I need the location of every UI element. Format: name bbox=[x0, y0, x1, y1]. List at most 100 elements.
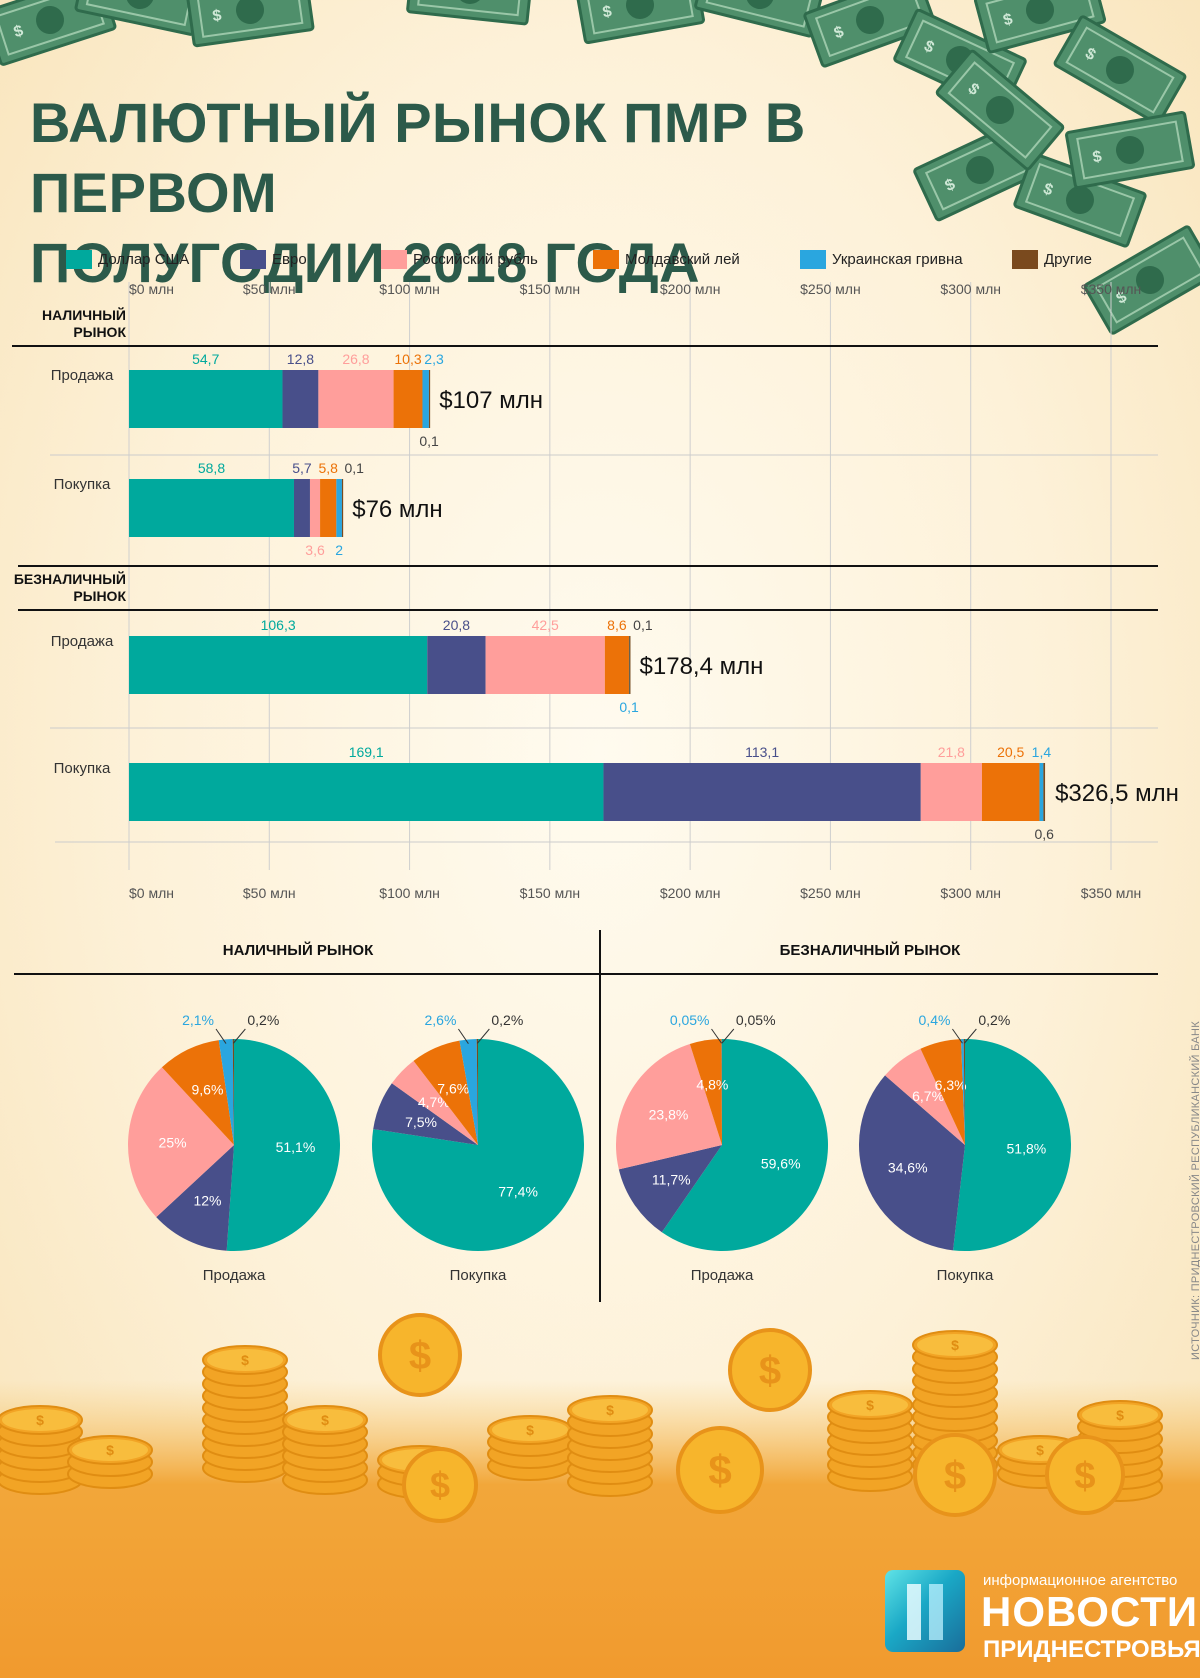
pie-leader-line bbox=[711, 1028, 722, 1044]
pie-value-label: 59,6% bbox=[761, 1155, 801, 1171]
banknote-seal bbox=[1026, 0, 1054, 24]
dollar-glyph: $ bbox=[241, 1352, 249, 1368]
legend-swatch bbox=[800, 250, 826, 269]
banknote-seal bbox=[126, 0, 154, 9]
dollar-glyph: $ bbox=[601, 3, 613, 21]
bar-segment bbox=[318, 370, 394, 428]
bar-segment bbox=[341, 479, 344, 537]
banknote-seal bbox=[1136, 266, 1164, 294]
banknote-frame bbox=[586, 0, 694, 35]
x-tick-label-bottom: $150 млн bbox=[520, 885, 581, 901]
legend-label: Евро bbox=[272, 251, 307, 268]
bar-value-label: 20,8 bbox=[443, 617, 470, 633]
pie-slice bbox=[618, 1145, 722, 1233]
pie-value-label: 0,05% bbox=[736, 1012, 776, 1028]
banknote-icon: $ bbox=[973, 0, 1107, 54]
bar-segment bbox=[485, 636, 605, 694]
pie-value-label: 12% bbox=[193, 1192, 221, 1208]
pie-slice bbox=[920, 1039, 965, 1145]
dollar-glyph: $ bbox=[409, 1334, 431, 1378]
bar-value-label: 2,3 bbox=[424, 351, 444, 367]
coin-icon bbox=[378, 1313, 462, 1397]
bar-value-label: 3,6 bbox=[305, 542, 325, 558]
pie-slice bbox=[226, 1039, 340, 1251]
banknote-seal bbox=[1106, 56, 1134, 84]
banknote-frame bbox=[1076, 120, 1184, 180]
pie-slice bbox=[689, 1039, 722, 1145]
x-tick-label-top: $200 млн bbox=[660, 281, 721, 297]
banknote-frame bbox=[985, 0, 1095, 44]
bar-segment bbox=[129, 370, 283, 428]
pie-label: Продажа bbox=[691, 1267, 754, 1284]
chart-legend: Доллар США Евро Российский рубль Молдавский… bbox=[0, 250, 1200, 276]
pie-value-label: 34,6% bbox=[888, 1159, 928, 1175]
row-label: Покупка bbox=[54, 760, 111, 777]
pie-value-label: 0,2% bbox=[491, 1012, 523, 1028]
legend-item: Украинская гривна bbox=[800, 250, 963, 269]
pie-section-title-cash: НАЛИЧНЫЙ РЫНОК bbox=[222, 942, 374, 959]
coin-stack-top bbox=[572, 1399, 648, 1421]
bar-value-label: 42,5 bbox=[532, 617, 559, 633]
legend-swatch bbox=[381, 250, 407, 269]
bar-segment bbox=[293, 479, 310, 537]
bar-value-label: 5,7 bbox=[292, 460, 312, 476]
dollar-glyph: $ bbox=[211, 7, 222, 25]
pie-value-label: 7,6% bbox=[437, 1081, 469, 1097]
pie-slice bbox=[161, 1040, 234, 1145]
banknote-frame bbox=[947, 61, 1053, 159]
legend-swatch bbox=[240, 250, 266, 269]
pie-label: Покупка bbox=[937, 1267, 994, 1284]
pie-slice bbox=[953, 1039, 1072, 1251]
bar-value-label: 8,6 bbox=[607, 617, 627, 633]
bar-value-label: 113,1 bbox=[745, 744, 779, 760]
coin-stack-top bbox=[1082, 1404, 1158, 1426]
bar-value-label: 0,1 bbox=[633, 617, 653, 633]
pie-slice bbox=[156, 1145, 234, 1251]
page-title-line-1: ВАЛЮТНЫЙ РЫНОК ПМР В ПЕРВОМ bbox=[30, 91, 806, 224]
legend-item: Российский рубль bbox=[381, 250, 538, 269]
pie-leader-line bbox=[215, 1028, 227, 1044]
pie-slice bbox=[459, 1039, 478, 1145]
bar-segment bbox=[309, 479, 321, 537]
agency-logo: информационное агентство НОВОСТИ ПРИДНЕС… bbox=[885, 1540, 1200, 1665]
bar-segment bbox=[427, 636, 486, 694]
pie-leader-line bbox=[952, 1028, 963, 1044]
bar-value-label: 0,1 bbox=[619, 699, 639, 715]
banknote-seal bbox=[1066, 186, 1094, 214]
pie-value-label: 4,8% bbox=[696, 1076, 728, 1092]
legend-label: Украинская гривна bbox=[832, 251, 963, 268]
dollar-glyph: $ bbox=[1091, 148, 1103, 166]
legend-item: Евро bbox=[240, 250, 307, 269]
bar-segment bbox=[336, 479, 342, 537]
section-label-cash-text: НАЛИЧНЫЙ РЫНОК bbox=[42, 307, 126, 340]
source-note: ИСТОЧНИК: ПРИДНЕСТРОВСКИЙ РЕСПУБЛИКАНСКИ… bbox=[1190, 1021, 1200, 1360]
coin-stack-top bbox=[832, 1394, 908, 1416]
logo-big-text: НОВОСТИ bbox=[981, 1588, 1199, 1635]
x-tick-label-bottom: $300 млн bbox=[940, 885, 1001, 901]
pie-slice bbox=[128, 1067, 234, 1218]
banknote-icon: $ bbox=[1065, 110, 1195, 190]
bar-segment bbox=[604, 636, 629, 694]
pie-charts: 51,1% 12% 25% 9,6% 2,1% 0,2% Продажа 77,4% 7,5% 4… bbox=[14, 930, 1158, 1302]
dollar-glyph: $ bbox=[321, 1412, 329, 1428]
section-label-noncash-text: БЕЗНАЛИЧНЫЙ РЫНОК bbox=[13, 571, 126, 604]
banknote-frame bbox=[1065, 26, 1175, 114]
section-label-cash: НАЛИЧНЫЙ РЫНОК bbox=[20, 307, 126, 341]
pie-slice bbox=[721, 1039, 722, 1145]
bar-segment bbox=[320, 479, 337, 537]
pie-slice bbox=[413, 1040, 478, 1145]
banknote-frame bbox=[196, 0, 304, 38]
x-tick-label-top: $150 млн bbox=[520, 281, 581, 297]
coin-icon bbox=[676, 1426, 764, 1514]
legend-label: Молдавский лей bbox=[625, 251, 740, 268]
row-label: Покупка bbox=[54, 476, 111, 493]
x-tick-label-bottom: $100 млн bbox=[379, 885, 440, 901]
bar-value-label: 169,1 bbox=[349, 744, 384, 760]
pie-value-label: 6,3% bbox=[935, 1077, 967, 1093]
pie-value-label: 25% bbox=[159, 1135, 187, 1151]
pie-value-label: 9,6% bbox=[192, 1082, 224, 1098]
x-tick-label-bottom: $0 млн bbox=[129, 885, 174, 901]
pie-slice bbox=[961, 1039, 965, 1145]
pie-value-label: 0,2% bbox=[247, 1012, 279, 1028]
